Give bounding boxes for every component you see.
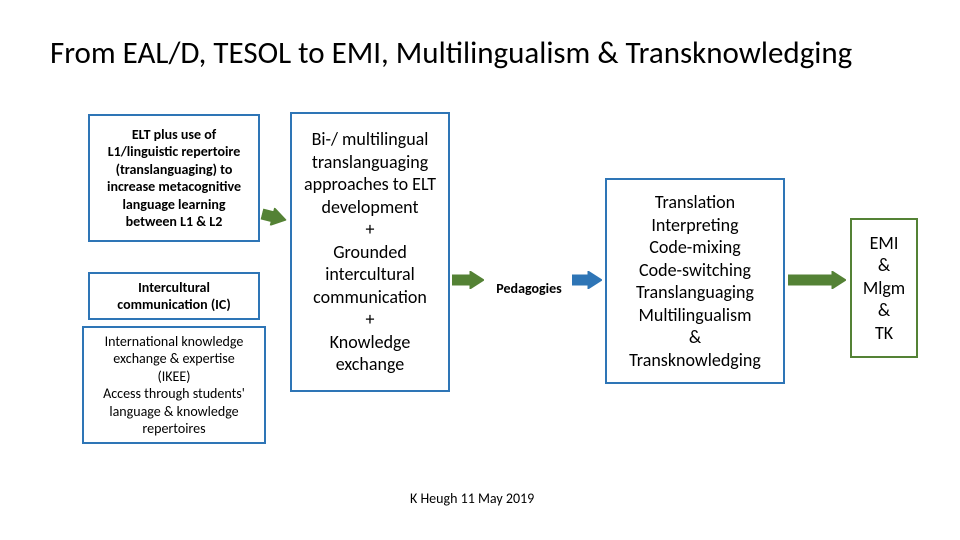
box-text-line: intercultural xyxy=(300,263,440,286)
box-text-line: translanguaging xyxy=(300,151,440,174)
box-text-line: Knowledge xyxy=(300,331,440,354)
box-text-line: (translanguaging) to xyxy=(98,161,250,179)
box-text-line: repertoires xyxy=(92,420,256,438)
box-emi-mlgm-tk: EMI&Mlgm&TK xyxy=(850,218,918,358)
box-text-line: between L1 & L2 xyxy=(98,213,250,231)
box-text-line: Multilingualism xyxy=(615,304,775,327)
label-pedagogies: Pedagogies xyxy=(488,274,570,304)
box-text-line: & xyxy=(860,254,908,277)
box-elt-l1: ELT plus use ofL1/linguistic repertoire(… xyxy=(88,114,260,242)
box-text-line: Translanguaging xyxy=(615,281,775,304)
box-text-line: & xyxy=(860,299,908,322)
box-text-line: International knowledge xyxy=(92,333,256,351)
box-text-line: Code-switching xyxy=(615,259,775,282)
box-text-line: Interpreting xyxy=(615,214,775,237)
box-text-line: language & knowledge xyxy=(92,403,256,421)
box-text-line: Bi-/ multilingual xyxy=(300,128,440,151)
box-text-line: exchange xyxy=(300,353,440,376)
box-text-line: exchange & expertise xyxy=(92,350,256,368)
box-text-line: + xyxy=(300,218,440,241)
box-text-line: increase metacognitive xyxy=(98,178,250,196)
box-text-line: Mlgm xyxy=(860,277,908,300)
box-text-line: TK xyxy=(860,322,908,345)
box-text-line: ELT plus use of xyxy=(98,126,250,144)
box-text-line: L1/linguistic repertoire xyxy=(98,143,250,161)
box-intercultural: Interculturalcommunication (IC) xyxy=(88,272,260,320)
box-text-line: development xyxy=(300,196,440,219)
box-text-line: communication (IC) xyxy=(98,296,250,314)
box-text-line: language learning xyxy=(98,196,250,214)
box-text-line: Access through students' xyxy=(92,385,256,403)
box-text-line: approaches to ELT xyxy=(300,173,440,196)
box-text-line: Intercultural xyxy=(98,279,250,297)
box-text-line: & xyxy=(615,326,775,349)
footer-attribution: K Heugh 11 May 2019 xyxy=(410,490,534,507)
box-text-line: + xyxy=(300,308,440,331)
box-approaches: Bi-/ multilingualtranslanguagingapproach… xyxy=(290,112,450,392)
box-text-line: EMI xyxy=(860,232,908,255)
box-text-line: Pedagogies xyxy=(496,280,562,298)
box-text-line: communication xyxy=(300,286,440,309)
box-text-line: Grounded xyxy=(300,241,440,264)
box-text-line: Transknowledging xyxy=(615,349,775,372)
box-text-line: Translation xyxy=(615,191,775,214)
slide-title: From EAL/D, TESOL to EMI, Multilingualis… xyxy=(50,34,910,72)
box-ikee: International knowledgeexchange & expert… xyxy=(82,326,266,444)
box-text-line: (IKEE) xyxy=(92,368,256,386)
box-translation-list: TranslationInterpretingCode-mixingCode-s… xyxy=(605,178,785,384)
box-text-line: Code-mixing xyxy=(615,236,775,259)
